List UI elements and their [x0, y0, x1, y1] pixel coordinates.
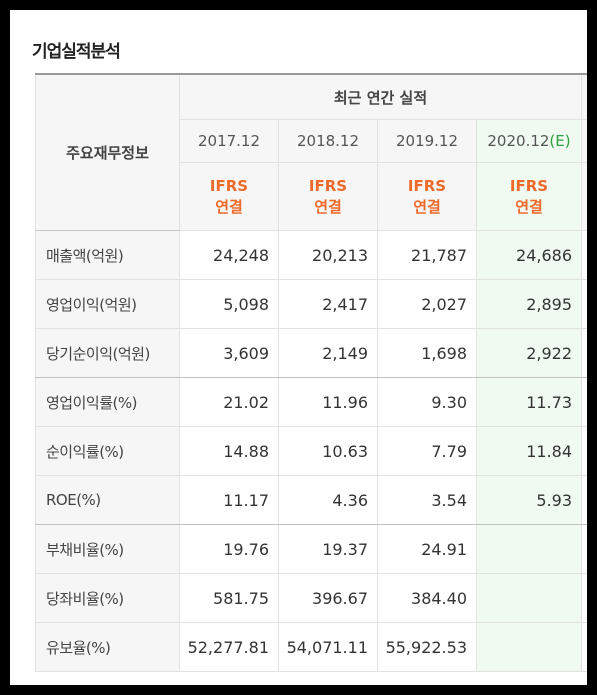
row-value: 54,071.11	[278, 622, 378, 672]
row-value-estimate: 2,895	[476, 279, 582, 329]
period-year-estimate: 2020.12(E)	[476, 119, 582, 163]
estimate-mark: (E)	[549, 132, 571, 150]
row-label: 순이익률(%)	[35, 426, 180, 476]
corner-header: 주요재무정보	[35, 73, 180, 231]
period-year: 2018.12	[278, 119, 378, 163]
row-value: 21.02	[179, 377, 279, 427]
row-value: 2,027	[377, 279, 477, 329]
row-value: 384.40	[377, 573, 477, 623]
row-label: 영업이익률(%)	[35, 377, 180, 427]
row-value: 55,922.53	[377, 622, 477, 672]
row-label: 매출액(억원)	[35, 230, 180, 280]
row-value: 7.79	[377, 426, 477, 476]
table-row: 당기순이익(억원) 3,609 2,149 1,698 2,922	[35, 328, 587, 378]
accounting-type: IFRS 연결	[377, 162, 477, 231]
period-year: 2019.12	[377, 119, 477, 163]
period-group-header: 최근 연간 실적	[179, 73, 582, 120]
period-year: 2017.12	[179, 119, 279, 163]
row-label: 영업이익(억원)	[35, 279, 180, 329]
table-row: 당좌비율(%) 581.75 396.67 384.40	[35, 573, 587, 623]
table-row: 부채비율(%) 19.76 19.37 24.91	[35, 524, 587, 574]
row-value-estimate	[476, 622, 582, 672]
row-value: 3.54	[377, 475, 477, 525]
row-value: 396.67	[278, 573, 378, 623]
row-value-estimate: 11.73	[476, 377, 582, 427]
row-label: 당좌비율(%)	[35, 573, 180, 623]
row-value: 9.30	[377, 377, 477, 427]
row-value: 2,149	[278, 328, 378, 378]
row-value: 2,417	[278, 279, 378, 329]
financial-table: 주요재무정보 최근 연간 실적 2017.12 2018.12 2019.12 …	[35, 73, 587, 672]
row-value: 1,698	[377, 328, 477, 378]
row-value: 581.75	[179, 573, 279, 623]
row-label: 당기순이익(억원)	[35, 328, 180, 378]
row-value: 10.63	[278, 426, 378, 476]
row-value: 19.76	[179, 524, 279, 574]
row-label: ROE(%)	[35, 475, 180, 525]
row-value: 21,787	[377, 230, 477, 280]
accounting-type: IFRS 연결	[476, 162, 582, 231]
row-value-estimate: 2,922	[476, 328, 582, 378]
row-label: 유보율(%)	[35, 622, 180, 672]
row-value: 52,277.81	[179, 622, 279, 672]
row-value: 14.88	[179, 426, 279, 476]
table-row: 영업이익(억원) 5,098 2,417 2,027 2,895	[35, 279, 587, 329]
row-value: 11.17	[179, 475, 279, 525]
row-value: 3,609	[179, 328, 279, 378]
accounting-type: IFRS 연결	[179, 162, 279, 231]
table-row: 순이익률(%) 14.88 10.63 7.79 11.84	[35, 426, 587, 476]
row-value: 4.36	[278, 475, 378, 525]
row-value: 19.37	[278, 524, 378, 574]
period-year: 2020.12	[487, 132, 550, 150]
row-value-estimate: 24,686	[476, 230, 582, 280]
section-title: 기업실적분석	[32, 42, 121, 62]
row-value: 24,248	[179, 230, 279, 280]
row-value: 11.96	[278, 377, 378, 427]
table-row: 영업이익률(%) 21.02 11.96 9.30 11.73	[35, 377, 587, 427]
table-row: 매출액(억원) 24,248 20,213 21,787 24,686	[35, 230, 587, 280]
row-label: 부채비율(%)	[35, 524, 180, 574]
page-frame: 기업실적분석 주요재무정보 최근 연간 실적 2017.12 2018.12 2…	[10, 10, 587, 685]
row-value-estimate	[476, 573, 582, 623]
row-value-estimate: 5.93	[476, 475, 582, 525]
row-value-estimate: 11.84	[476, 426, 582, 476]
row-value: 24.91	[377, 524, 477, 574]
row-value: 20,213	[278, 230, 378, 280]
row-value: 5,098	[179, 279, 279, 329]
row-value-estimate	[476, 524, 582, 574]
table-row: ROE(%) 11.17 4.36 3.54 5.93	[35, 475, 587, 525]
table-row: 유보율(%) 52,277.81 54,071.11 55,922.53	[35, 622, 587, 672]
accounting-type: IFRS 연결	[278, 162, 378, 231]
